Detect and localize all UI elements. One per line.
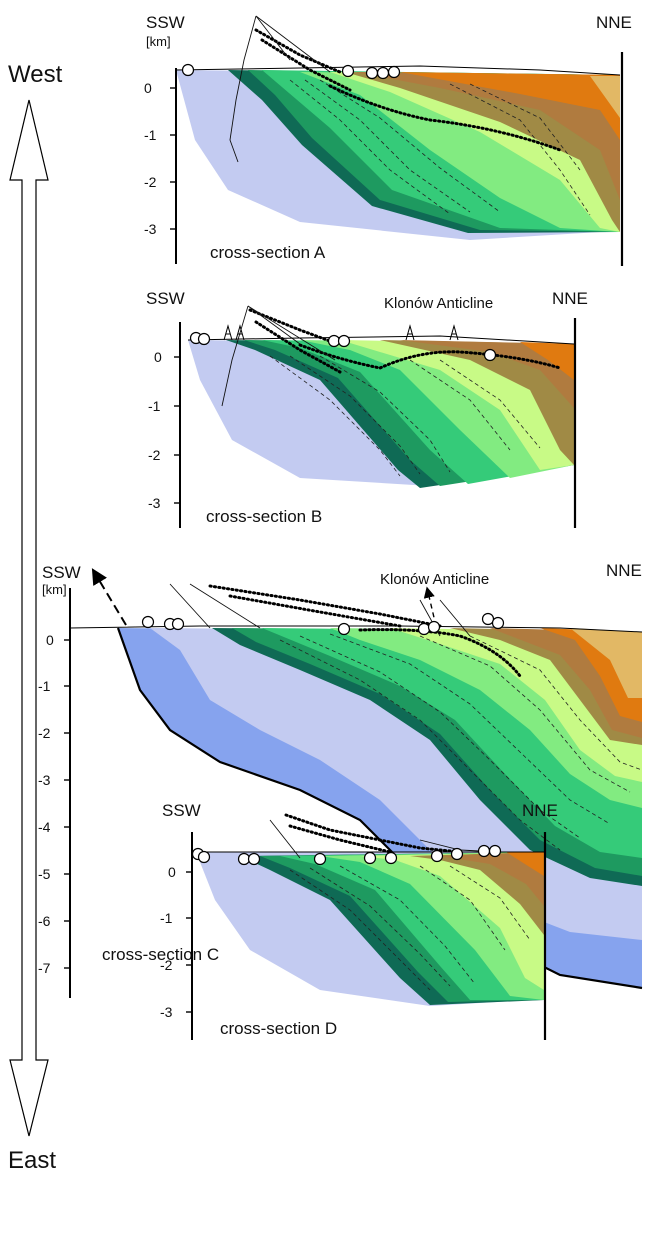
cross-section-b: 0 -1 -2 -3 SSW NNE Klonów Anticline cros… xyxy=(146,289,588,528)
anticline-label: Klonów Anticline xyxy=(384,295,493,312)
well-marker xyxy=(376,66,390,80)
tick-label: 0 xyxy=(168,864,176,880)
orange-layer xyxy=(506,852,544,876)
tick-label: 0 xyxy=(154,349,162,365)
tan-layer xyxy=(570,628,642,698)
well-marker xyxy=(417,622,431,636)
well-marker xyxy=(247,852,261,866)
well-marker xyxy=(181,63,195,77)
nne-label: NNE xyxy=(552,289,588,308)
orange-layer xyxy=(400,72,620,140)
dotted-horizon xyxy=(328,84,562,152)
well-marker xyxy=(450,847,464,861)
ssw-label: SSW xyxy=(146,13,185,32)
well-marker xyxy=(477,844,491,858)
cross-section-d: 0 -1 -2 -3 SSW NNE cross-section D xyxy=(160,801,558,1040)
fault-lines xyxy=(229,15,331,163)
well-marker xyxy=(337,622,351,636)
well-marker xyxy=(327,334,341,348)
tick-label: -5 xyxy=(38,866,51,882)
brown-layer xyxy=(440,852,544,906)
tick-label: -2 xyxy=(144,174,157,190)
dotted-horizon-projection xyxy=(284,813,462,854)
nne-label: NNE xyxy=(596,13,632,32)
dotted-horizon xyxy=(358,628,522,678)
well-marker xyxy=(384,851,398,865)
bedding-lines xyxy=(269,355,541,477)
east-label: East xyxy=(8,1147,56,1174)
well-marker xyxy=(430,849,444,863)
well-marker xyxy=(365,66,379,80)
unit-label: [km] xyxy=(42,582,67,597)
tick-label: -3 xyxy=(160,1004,173,1020)
nne-label: NNE xyxy=(606,561,642,580)
tick-label: -3 xyxy=(148,495,161,511)
tick-label: -1 xyxy=(38,678,51,694)
double-arrow-icon xyxy=(9,99,49,1137)
west-label: West xyxy=(8,61,63,88)
orange-layer xyxy=(520,342,574,380)
section-caption: cross-section B xyxy=(206,507,322,526)
dotted-horizon-projection xyxy=(254,28,352,92)
well-marker xyxy=(427,620,441,634)
well-marker xyxy=(488,844,502,858)
well-marker xyxy=(341,64,355,78)
green-layer-pale xyxy=(360,852,544,990)
topography-line xyxy=(175,65,621,76)
tick-label: -2 xyxy=(38,725,51,741)
fault-lines xyxy=(169,583,471,637)
brown-layer xyxy=(355,72,620,200)
unit-label: [km] xyxy=(146,34,171,49)
well-marker xyxy=(237,852,251,866)
tick-label: 0 xyxy=(46,632,54,648)
well-marker xyxy=(313,852,327,866)
well-marker xyxy=(483,348,497,362)
dotted-horizon-projection xyxy=(248,308,342,374)
bedding-lines xyxy=(289,865,531,991)
fault-arrow-icon xyxy=(91,568,127,626)
tan-layer xyxy=(590,76,620,118)
tick-label: -1 xyxy=(148,398,161,414)
dotted-horizon-projection xyxy=(208,584,442,628)
well-marker xyxy=(363,851,377,865)
well-marker xyxy=(481,612,495,626)
anticline-fault-arrow-icon xyxy=(423,586,437,627)
bedding-lines xyxy=(289,79,591,216)
well-marker xyxy=(491,616,505,630)
ssw-label: SSW xyxy=(162,801,201,820)
tick-label: -6 xyxy=(38,913,51,929)
tick-label: -1 xyxy=(144,127,157,143)
tick-label: -3 xyxy=(144,221,157,237)
section-caption: cross-section C xyxy=(102,945,219,964)
ssw-label: SSW xyxy=(146,289,185,308)
tick-label: -7 xyxy=(38,960,51,976)
tick-label: -3 xyxy=(38,772,51,788)
well-marker xyxy=(171,617,185,631)
nne-label: NNE xyxy=(522,801,558,820)
ssw-label: SSW xyxy=(42,563,81,582)
tick-label: -1 xyxy=(160,910,173,926)
well-marker xyxy=(197,850,211,864)
tick-label: -2 xyxy=(160,957,173,973)
section-caption: cross-section D xyxy=(220,1019,337,1038)
cross-section-a: 0 -1 -2 -3 SSW [km] NNE cross-section A xyxy=(144,13,632,266)
well-marker xyxy=(387,65,401,79)
west-east-orientation-arrow: West East xyxy=(8,61,63,1174)
section-caption: cross-section A xyxy=(210,243,326,262)
well-marker xyxy=(197,332,211,346)
well-marker xyxy=(141,615,155,629)
brown-layer xyxy=(400,340,574,408)
well-marker xyxy=(337,334,351,348)
topography-line xyxy=(69,625,643,633)
tick-label: -4 xyxy=(38,819,51,835)
olive-layer xyxy=(380,340,574,465)
derrick-icon xyxy=(223,324,459,341)
dotted-horizon xyxy=(298,343,562,370)
anticline-label: Klonów Anticline xyxy=(380,571,489,588)
tick-label: 0 xyxy=(144,80,152,96)
tick-label: -2 xyxy=(148,447,161,463)
bedding-lines xyxy=(279,633,643,851)
